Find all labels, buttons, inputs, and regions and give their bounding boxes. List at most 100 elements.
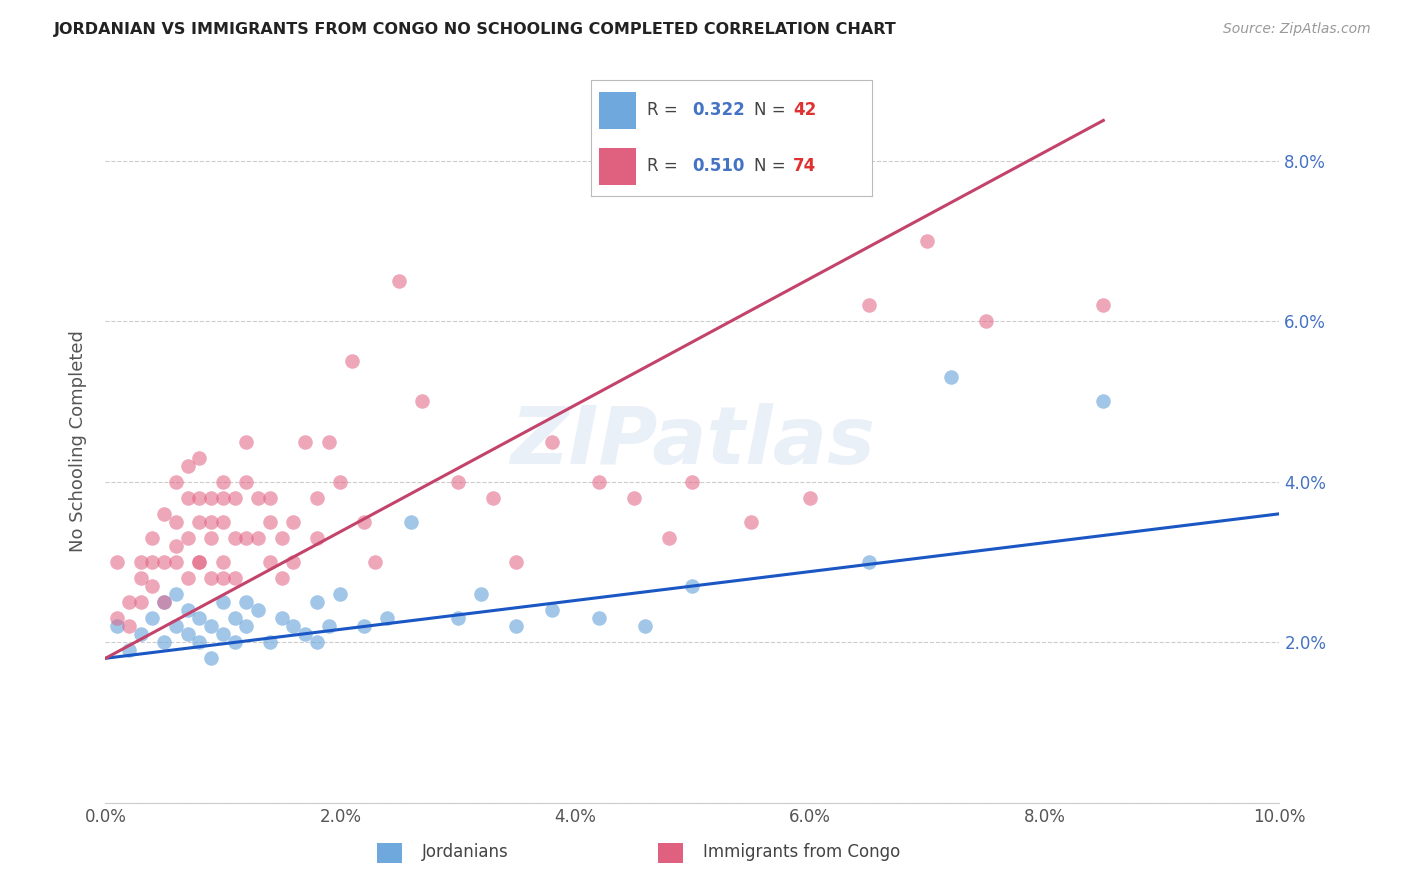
- Point: [211, 475, 233, 489]
- Point: [176, 603, 198, 617]
- Point: [939, 370, 962, 384]
- Point: [858, 555, 880, 569]
- Point: [634, 619, 657, 633]
- Point: [318, 619, 340, 633]
- Point: [318, 434, 340, 449]
- Point: [974, 314, 997, 328]
- Point: [141, 579, 163, 593]
- Point: [682, 475, 704, 489]
- Point: [141, 555, 163, 569]
- Text: 74: 74: [793, 157, 817, 175]
- Point: [1092, 298, 1115, 312]
- Text: R =: R =: [647, 157, 683, 175]
- Point: [211, 491, 233, 505]
- Point: [482, 491, 505, 505]
- Point: [294, 627, 316, 641]
- Point: [470, 587, 492, 601]
- Point: [118, 619, 141, 633]
- Point: [305, 635, 328, 649]
- Point: [917, 234, 939, 248]
- Point: [329, 587, 352, 601]
- Point: [176, 458, 198, 473]
- Point: [623, 491, 645, 505]
- Point: [200, 531, 222, 545]
- Point: [364, 555, 387, 569]
- Point: [305, 595, 328, 609]
- Point: [188, 555, 211, 569]
- Point: [188, 635, 211, 649]
- Point: [353, 619, 375, 633]
- Point: [141, 611, 163, 625]
- Point: [270, 571, 292, 585]
- Point: [129, 627, 152, 641]
- Point: [118, 595, 141, 609]
- Point: [235, 475, 257, 489]
- Point: [188, 491, 211, 505]
- Text: 0.510: 0.510: [692, 157, 744, 175]
- Point: [540, 603, 562, 617]
- Point: [329, 475, 352, 489]
- Point: [505, 619, 527, 633]
- Point: [129, 595, 152, 609]
- Point: [165, 587, 187, 601]
- Point: [658, 531, 681, 545]
- Text: N =: N =: [754, 102, 790, 120]
- Point: [224, 611, 246, 625]
- Point: [375, 611, 398, 625]
- Point: [259, 635, 281, 649]
- Text: Immigrants from Congo: Immigrants from Congo: [703, 843, 900, 861]
- Point: [200, 515, 222, 529]
- Bar: [599, 147, 636, 185]
- Point: [153, 595, 176, 609]
- Point: [176, 531, 198, 545]
- Text: JORDANIAN VS IMMIGRANTS FROM CONGO NO SCHOOLING COMPLETED CORRELATION CHART: JORDANIAN VS IMMIGRANTS FROM CONGO NO SC…: [53, 22, 896, 37]
- Point: [188, 515, 211, 529]
- Text: 42: 42: [793, 102, 817, 120]
- Point: [858, 298, 880, 312]
- Point: [176, 571, 198, 585]
- Text: Source: ZipAtlas.com: Source: ZipAtlas.com: [1223, 22, 1371, 37]
- Point: [224, 491, 246, 505]
- Point: [224, 635, 246, 649]
- Point: [211, 515, 233, 529]
- Point: [141, 531, 163, 545]
- Point: [259, 515, 281, 529]
- Point: [411, 394, 433, 409]
- Point: [235, 595, 257, 609]
- Point: [340, 354, 363, 368]
- Text: ZIPatlas: ZIPatlas: [510, 402, 875, 481]
- Text: 0.322: 0.322: [692, 102, 745, 120]
- Point: [270, 531, 292, 545]
- Point: [283, 515, 305, 529]
- Point: [165, 475, 187, 489]
- Point: [259, 555, 281, 569]
- Point: [505, 555, 527, 569]
- Point: [200, 619, 222, 633]
- Point: [399, 515, 422, 529]
- Point: [211, 555, 233, 569]
- Point: [259, 491, 281, 505]
- Point: [153, 507, 176, 521]
- Point: [129, 571, 152, 585]
- Point: [129, 555, 152, 569]
- Point: [682, 579, 704, 593]
- Point: [153, 595, 176, 609]
- Point: [270, 611, 292, 625]
- Point: [305, 531, 328, 545]
- Point: [176, 491, 198, 505]
- Point: [588, 475, 610, 489]
- Point: [188, 555, 211, 569]
- Point: [165, 555, 187, 569]
- Point: [283, 555, 305, 569]
- Point: [235, 531, 257, 545]
- Point: [305, 491, 328, 505]
- Point: [165, 619, 187, 633]
- Point: [247, 531, 270, 545]
- Point: [200, 651, 222, 665]
- Point: [211, 571, 233, 585]
- Point: [153, 635, 176, 649]
- Point: [211, 627, 233, 641]
- Point: [283, 619, 305, 633]
- Point: [211, 595, 233, 609]
- Point: [588, 611, 610, 625]
